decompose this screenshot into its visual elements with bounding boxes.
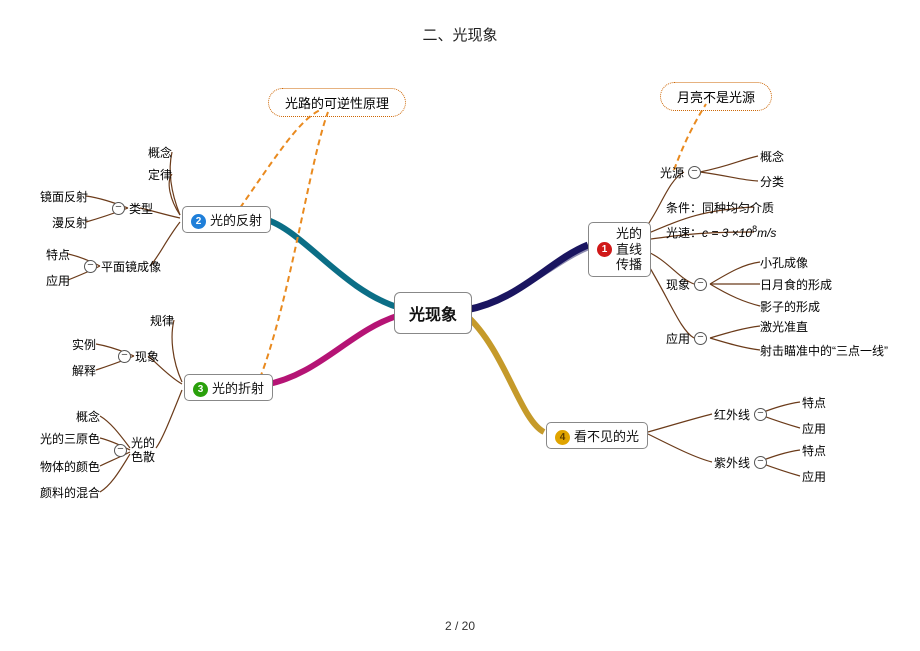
center-node[interactable]: 光现象 — [394, 292, 472, 334]
b1-p2: 日月食的形成 — [760, 276, 832, 293]
b2-mirror[interactable]: −平面镜成像 — [84, 258, 161, 275]
collapse-icon[interactable]: − — [112, 202, 125, 215]
badge-1-icon: 1 — [597, 242, 612, 257]
branch4-node[interactable]: 4 看不见的光 — [546, 422, 648, 449]
b1-a2: 射击瞄准中的“三点一线” — [760, 342, 888, 359]
b4-uv-t: 特点 — [802, 442, 826, 459]
collapse-icon[interactable]: − — [694, 332, 707, 345]
branch2-label: 光的反射 — [210, 213, 262, 228]
b3-d1: 概念 — [76, 408, 100, 425]
b1-p1: 小孔成像 — [760, 254, 808, 271]
collapse-icon[interactable]: − — [688, 166, 701, 179]
branch3-label: 光的折射 — [212, 381, 264, 396]
b1-cond: 条件：同种均匀介质 — [666, 199, 774, 216]
b3-disp[interactable]: −光的 色散 — [114, 436, 155, 465]
b2-m1: 特点 — [46, 246, 70, 263]
b1-src-class: 分类 — [760, 173, 784, 190]
branch3-node[interactable]: 3 光的折射 — [184, 374, 273, 401]
b3-rule: 规律 — [150, 312, 174, 329]
collapse-icon[interactable]: − — [754, 456, 767, 469]
b1-phenom[interactable]: 现象− — [666, 276, 707, 293]
b2-type[interactable]: −类型 — [112, 200, 153, 217]
b1-src-concept: 概念 — [760, 148, 784, 165]
b4-ir[interactable]: 红外线− — [714, 406, 767, 423]
b3-d3: 物体的颜色 — [40, 458, 100, 475]
branch2-node[interactable]: 2 光的反射 — [182, 206, 271, 233]
b3-p2: 解释 — [72, 362, 96, 379]
b4-uv-a: 应用 — [802, 468, 826, 485]
b3-p1: 实例 — [72, 336, 96, 353]
b1-speed: 光速：c = 3 ×108m/s — [666, 224, 776, 241]
collapse-icon[interactable]: − — [114, 444, 127, 457]
b2-concept: 概念 — [148, 144, 172, 161]
b4-uv[interactable]: 紫外线− — [714, 454, 767, 471]
collapse-icon[interactable]: − — [754, 408, 767, 421]
b3-phenom[interactable]: −现象 — [118, 348, 159, 365]
b1-source[interactable]: 光源− — [660, 164, 701, 181]
b2-t2: 漫反射 — [52, 214, 88, 231]
b4-ir-a: 应用 — [802, 420, 826, 437]
b3-d4: 颜料的混合 — [40, 484, 100, 501]
b2-t1: 镜面反射 — [40, 188, 88, 205]
b2-m2: 应用 — [46, 272, 70, 289]
cloud-reversibility: 光路的可逆性原理 — [268, 88, 406, 117]
branch1-node[interactable]: 1 光的 直线 传播 — [588, 222, 651, 277]
collapse-icon[interactable]: − — [118, 350, 131, 363]
collapse-icon[interactable]: − — [694, 278, 707, 291]
b1-a1: 激光准直 — [760, 318, 808, 335]
badge-2-icon: 2 — [191, 214, 206, 229]
badge-3-icon: 3 — [193, 382, 208, 397]
b4-ir-t: 特点 — [802, 394, 826, 411]
branch1-label: 光的 直线 传播 — [616, 226, 642, 273]
collapse-icon[interactable]: − — [84, 260, 97, 273]
b2-law: 定律 — [148, 166, 172, 183]
b1-p3: 影子的形成 — [760, 298, 820, 315]
page-number: 2 / 20 — [0, 619, 920, 633]
b3-d2: 光的三原色 — [40, 430, 100, 447]
cloud-moon: 月亮不是光源 — [660, 82, 772, 111]
b1-app[interactable]: 应用− — [666, 330, 707, 347]
branch4-label: 看不见的光 — [574, 429, 639, 444]
badge-4-icon: 4 — [555, 430, 570, 445]
